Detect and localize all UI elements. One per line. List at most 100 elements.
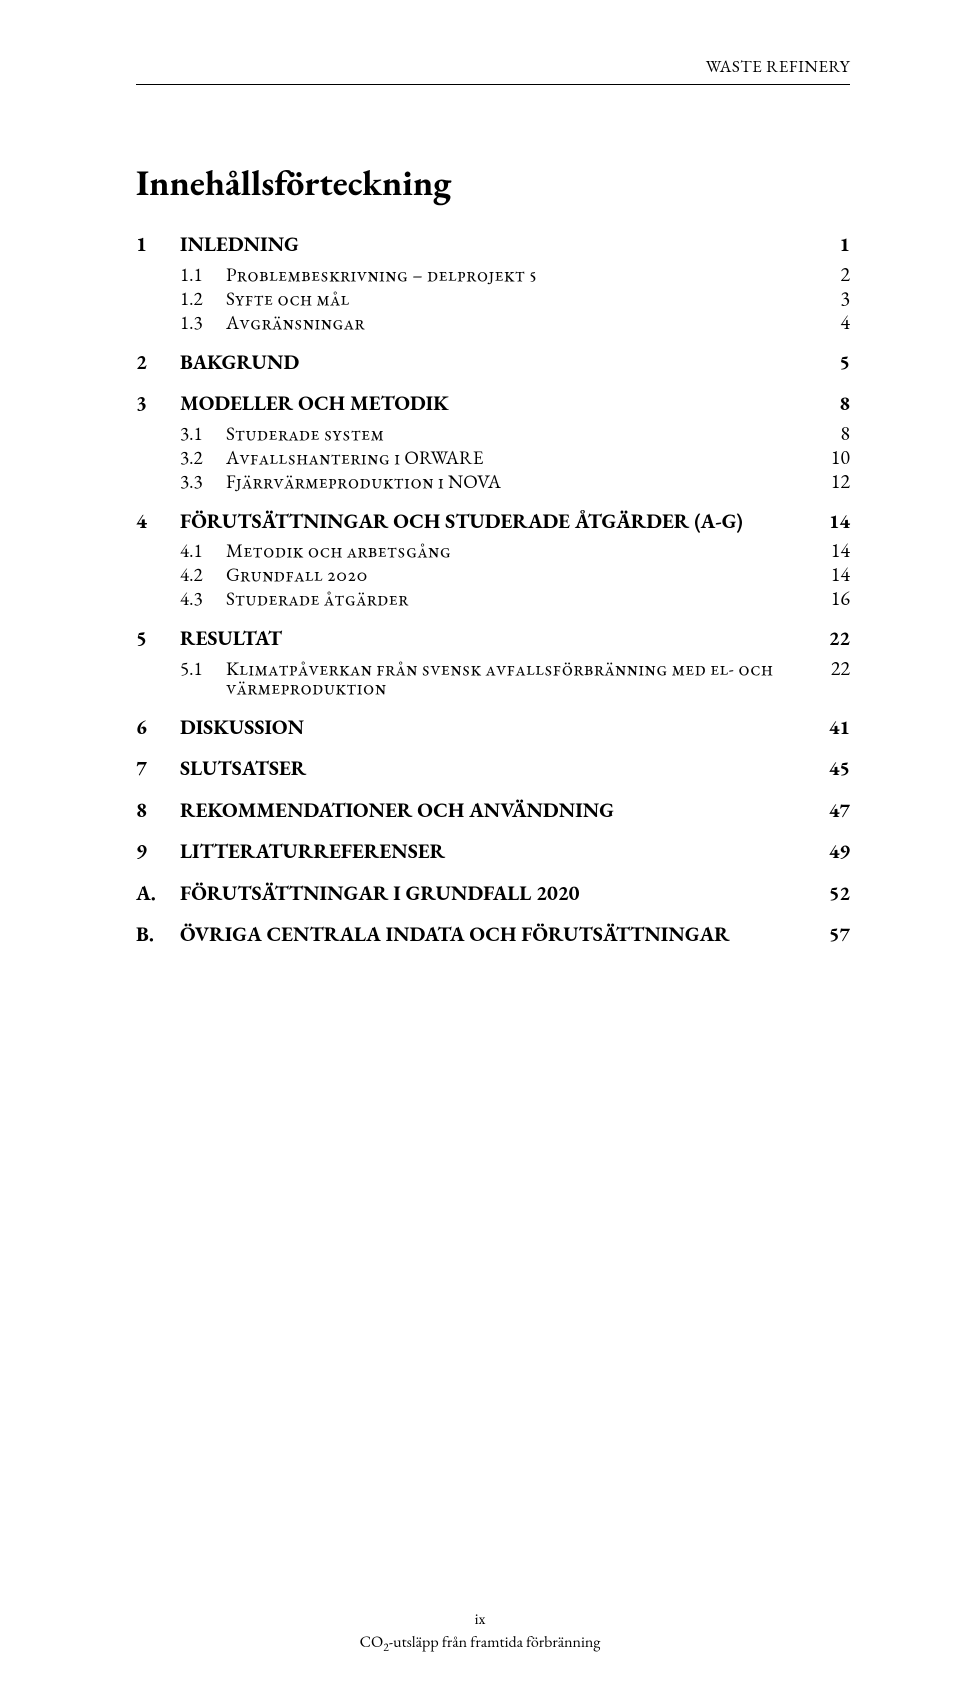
toc-entry-label: MODELLER OCH METODIK bbox=[180, 394, 449, 415]
toc-entry-label: Grundfall 2020 bbox=[226, 565, 368, 584]
toc-entry-number: 3.1 bbox=[180, 424, 226, 443]
toc-entry-left: 1.2Syfte och mål bbox=[180, 289, 350, 308]
toc-entry-level2: 3.2Avfallshantering i ORWARE 10 bbox=[136, 447, 850, 467]
footer-caption-pre: CO bbox=[360, 1631, 384, 1652]
toc-entry-number: 1.3 bbox=[180, 313, 226, 332]
toc-entry-number: 4.3 bbox=[180, 589, 226, 608]
toc-entry-level2: 3.3Fjärrvärmeproduktion i NOVA 12 bbox=[136, 471, 850, 491]
toc-entry-number: 1.1 bbox=[180, 265, 226, 284]
toc-entry-label: Studerade system bbox=[226, 424, 384, 443]
toc-entry-level2: 3.1Studerade system 8 bbox=[136, 423, 850, 443]
toc-entry-level1: 5RESULTAT 22 bbox=[136, 628, 850, 650]
toc-entry-page: 41 bbox=[829, 717, 850, 737]
toc-entry-number: 9 bbox=[136, 842, 180, 863]
toc-entry-label: INLEDNING bbox=[180, 235, 299, 256]
table-of-contents: 1INLEDNING11.1Problembeskrivning – delpr… bbox=[136, 234, 850, 946]
toc-entry-level1: 4FÖRUTSÄTTNINGAR OCH STUDERADE ÅTGÄRDER … bbox=[136, 511, 850, 533]
toc-entry-level1: B.ÖVRIGA CENTRALA INDATA OCH FÖRUTSÄTTNI… bbox=[136, 924, 850, 946]
toc-entry-label: RESULTAT bbox=[180, 629, 282, 650]
toc-entry-left: 4.1Metodik och arbetsgång bbox=[180, 541, 451, 560]
toc-entry-label: LITTERATURREFERENSER bbox=[180, 842, 445, 863]
toc-entry-number: 1 bbox=[136, 235, 180, 256]
toc-entry-page: 14 bbox=[829, 511, 850, 531]
toc-entry-level1: 1INLEDNING1 bbox=[136, 234, 850, 256]
toc-entry-number: 3 bbox=[136, 394, 180, 415]
toc-entry-label: DISKUSSION bbox=[180, 718, 304, 739]
toc-entry-label: Klimatpåverkan från svensk avfallsförbrä… bbox=[226, 659, 831, 697]
page: WASTE REFINERY Innehållsförteckning 1INL… bbox=[0, 0, 960, 1706]
toc-entry-level2: 1.1Problembeskrivning – delprojekt 52 bbox=[136, 264, 850, 284]
toc-entry-label: REKOMMENDATIONER OCH ANVÄNDNING bbox=[180, 801, 614, 822]
toc-entry-level2: 4.1Metodik och arbetsgång 14 bbox=[136, 540, 850, 560]
toc-entry-number: 4 bbox=[136, 512, 180, 533]
toc-entry-label: Fjärrvärmeproduktion i NOVA bbox=[226, 472, 501, 491]
toc-entry-level1: 8REKOMMENDATIONER OCH ANVÄNDNING47 bbox=[136, 800, 850, 822]
toc-entry-page: 49 bbox=[829, 841, 850, 861]
toc-entry-number: B. bbox=[136, 925, 180, 946]
running-head: WASTE REFINERY bbox=[136, 56, 850, 78]
toc-entry-left: 1.1Problembeskrivning – delprojekt 5 bbox=[180, 265, 537, 284]
footer-caption-post: -utsläpp från framtida förbränning bbox=[389, 1631, 601, 1652]
toc-entry-left: 7SLUTSATSER bbox=[136, 759, 306, 780]
toc-entry-left: 9LITTERATURREFERENSER bbox=[136, 842, 445, 863]
toc-entry-level1: 2BAKGRUND5 bbox=[136, 352, 850, 374]
toc-entry-page: 8 bbox=[839, 393, 850, 413]
toc-entry-level2: 1.2Syfte och mål 3 bbox=[136, 288, 850, 308]
toc-entry-page: 14 bbox=[831, 540, 850, 560]
toc-entry-number: 4.1 bbox=[180, 541, 226, 560]
toc-entry-page: 1 bbox=[839, 234, 850, 254]
toc-entry-level2: 4.3Studerade åtgärder 16 bbox=[136, 588, 850, 608]
toc-entry-page: 22 bbox=[829, 628, 850, 648]
toc-entry-left: 3.3Fjärrvärmeproduktion i NOVA bbox=[180, 472, 501, 491]
toc-entry-left: 3MODELLER OCH METODIK bbox=[136, 394, 449, 415]
toc-entry-page: 47 bbox=[829, 800, 850, 820]
toc-entry-level1: 9LITTERATURREFERENSER 49 bbox=[136, 841, 850, 863]
toc-entry-label: ÖVRIGA CENTRALA INDATA OCH FÖRUTSÄTTNING… bbox=[180, 925, 730, 946]
page-title: Innehållsförteckning bbox=[136, 159, 850, 206]
toc-entry-label: Avgränsningar bbox=[226, 313, 365, 332]
toc-entry-number: 6 bbox=[136, 718, 180, 739]
toc-entry-left: 5.1Klimatpåverkan från svensk avfallsför… bbox=[180, 659, 831, 697]
toc-entry-page: 10 bbox=[831, 447, 850, 467]
toc-entry-page: 22 bbox=[831, 658, 850, 678]
toc-entry-left: 3.2Avfallshantering i ORWARE bbox=[180, 448, 484, 467]
toc-entry-level1: 6DISKUSSION 41 bbox=[136, 717, 850, 739]
toc-entry-left: B.ÖVRIGA CENTRALA INDATA OCH FÖRUTSÄTTNI… bbox=[136, 925, 730, 946]
page-number-roman: ix bbox=[0, 1608, 960, 1630]
toc-entry-left: 4.3Studerade åtgärder bbox=[180, 589, 409, 608]
toc-entry-page: 16 bbox=[831, 588, 850, 608]
page-footer: ix CO2-utsläpp från framtida förbränning bbox=[0, 1608, 960, 1656]
toc-entry-number: A. bbox=[136, 884, 180, 905]
toc-entry-page: 3 bbox=[840, 288, 850, 308]
toc-entry-level2: 4.2Grundfall 2020 14 bbox=[136, 564, 850, 584]
toc-entry-page: 45 bbox=[829, 758, 850, 778]
toc-entry-page: 4 bbox=[840, 312, 850, 332]
toc-entry-number: 3.2 bbox=[180, 448, 226, 467]
toc-entry-number: 7 bbox=[136, 759, 180, 780]
toc-entry-level1: A.FÖRUTSÄTTNINGAR I GRUNDFALL 2020 52 bbox=[136, 883, 850, 905]
toc-entry-label: FÖRUTSÄTTNINGAR OCH STUDERADE ÅTGÄRDER (… bbox=[180, 512, 743, 533]
toc-entry-label: FÖRUTSÄTTNINGAR I GRUNDFALL 2020 bbox=[180, 884, 580, 905]
toc-entry-level1: 7SLUTSATSER 45 bbox=[136, 758, 850, 780]
toc-entry-left: 5RESULTAT bbox=[136, 629, 282, 650]
toc-entry-label: Avfallshantering i ORWARE bbox=[226, 448, 484, 467]
toc-entry-number: 4.2 bbox=[180, 565, 226, 584]
toc-entry-page: 52 bbox=[829, 883, 850, 903]
toc-entry-level2: 5.1Klimatpåverkan från svensk avfallsför… bbox=[136, 658, 850, 697]
toc-entry-left: 2BAKGRUND bbox=[136, 353, 299, 374]
toc-entry-left: 6DISKUSSION bbox=[136, 718, 304, 739]
toc-entry-page: 12 bbox=[831, 471, 850, 491]
footer-caption: CO2-utsläpp från framtida förbränning bbox=[360, 1631, 601, 1652]
toc-entry-left: 4.2Grundfall 2020 bbox=[180, 565, 368, 584]
toc-entry-left: 1INLEDNING bbox=[136, 235, 299, 256]
toc-entry-left: A.FÖRUTSÄTTNINGAR I GRUNDFALL 2020 bbox=[136, 884, 580, 905]
toc-entry-label: Problembeskrivning – delprojekt 5 bbox=[226, 265, 537, 284]
toc-entry-page: 57 bbox=[829, 924, 850, 944]
toc-entry-level1: 3MODELLER OCH METODIK 8 bbox=[136, 393, 850, 415]
header-rule bbox=[136, 84, 850, 85]
toc-entry-left: 3.1Studerade system bbox=[180, 424, 384, 443]
toc-entry-label: Metodik och arbetsgång bbox=[226, 541, 451, 560]
toc-entry-left: 1.3Avgränsningar bbox=[180, 313, 365, 332]
toc-entry-page: 8 bbox=[840, 423, 850, 443]
toc-entry-page: 14 bbox=[831, 564, 850, 584]
